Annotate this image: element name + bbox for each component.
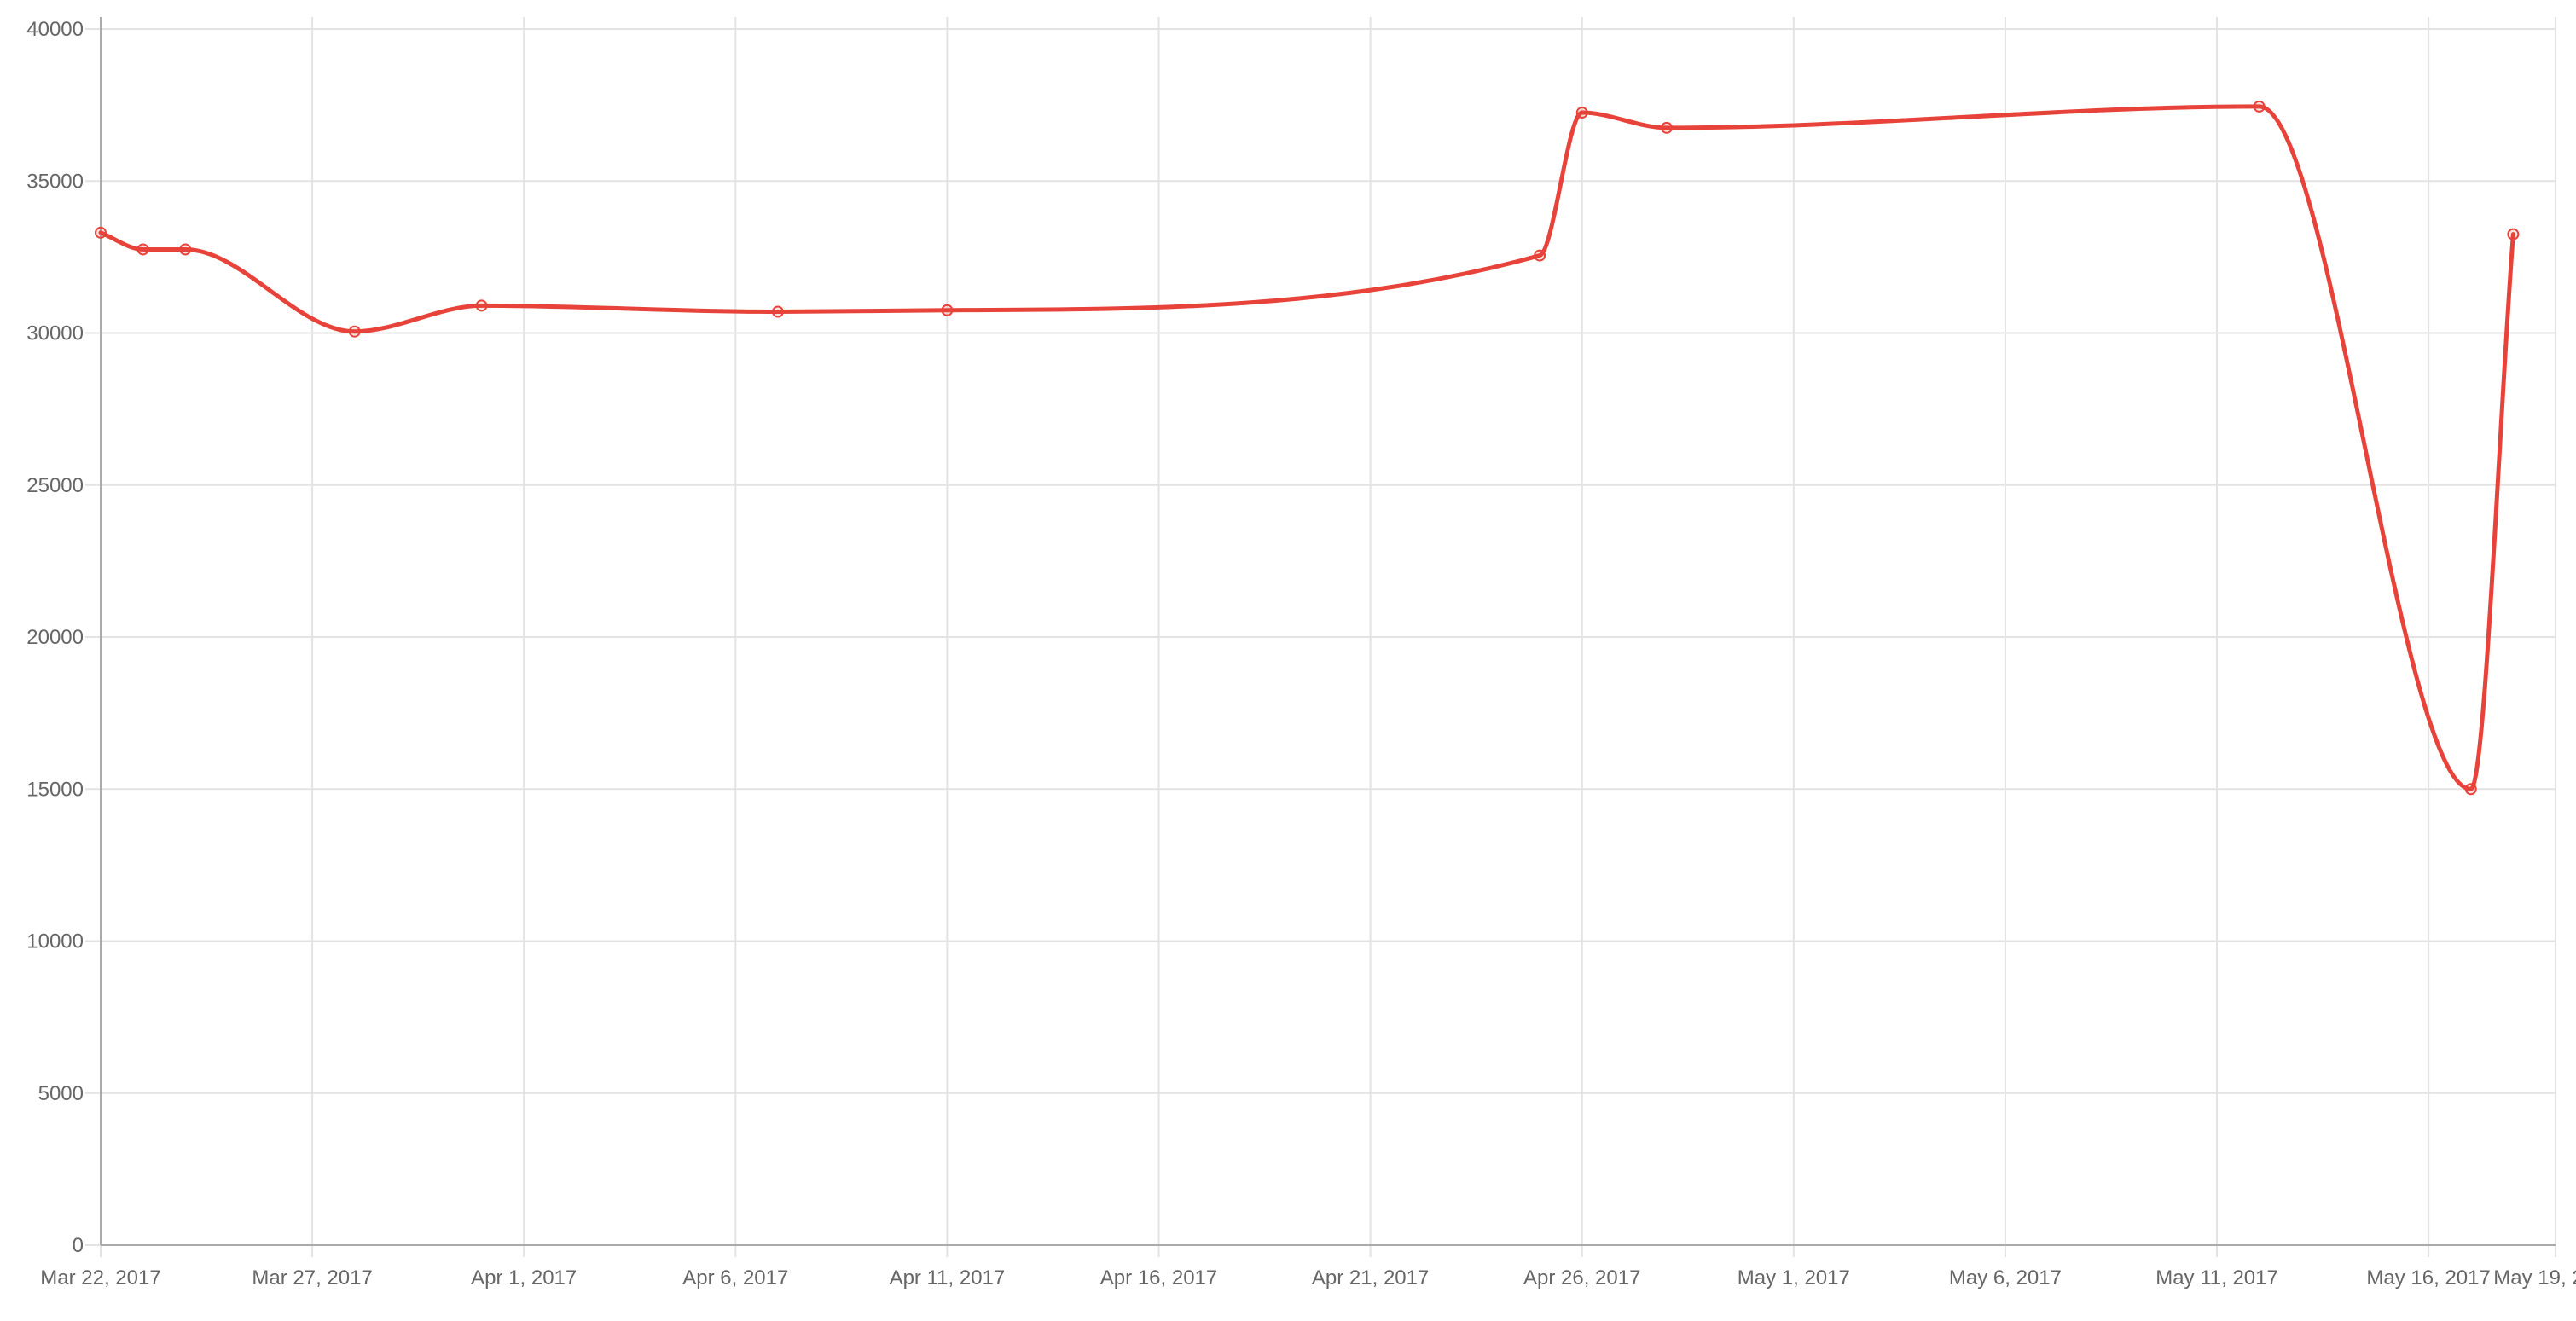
- tick-labels: 0 5000 10000 15000 20000 25000 30000 35000 40000…: [26, 18, 2576, 1289]
- data-point[interactable]: [475, 299, 488, 312]
- x-tick-label: Apr 6, 2017: [682, 1266, 788, 1289]
- x-tick-label: May 19, 2017: [2493, 1266, 2576, 1289]
- data-point[interactable]: [179, 243, 192, 256]
- y-tick-label: 5000: [38, 1082, 84, 1105]
- data-points: [95, 100, 2520, 796]
- x-tick-label: Mar 27, 2017: [252, 1266, 372, 1289]
- series-line: [98, 104, 2515, 791]
- y-tick-label: 0: [73, 1234, 84, 1257]
- x-tick-label: May 1, 2017: [1738, 1266, 1850, 1289]
- data-point[interactable]: [2253, 100, 2266, 113]
- y-tick-label: 40000: [26, 18, 84, 41]
- y-tick-label: 35000: [26, 170, 84, 193]
- y-tick-label: 30000: [26, 322, 84, 345]
- data-point[interactable]: [2464, 783, 2477, 796]
- y-tick-label: 10000: [26, 930, 84, 953]
- data-point[interactable]: [771, 305, 784, 318]
- data-point[interactable]: [95, 226, 107, 239]
- y-tick-label: 15000: [26, 778, 84, 801]
- data-point[interactable]: [1534, 249, 1546, 262]
- x-tick-label: Apr 16, 2017: [1100, 1266, 1217, 1289]
- x-tick-label: May 6, 2017: [1949, 1266, 2062, 1289]
- series-layer: [98, 104, 2515, 791]
- x-tick-label: Apr 21, 2017: [1312, 1266, 1429, 1289]
- y-tick-label: 20000: [26, 626, 84, 649]
- data-point[interactable]: [2507, 228, 2520, 240]
- x-tick-label: Apr 1, 2017: [471, 1266, 577, 1289]
- y-tick-label: 25000: [26, 474, 84, 497]
- grid-lines: [85, 17, 2556, 1257]
- x-tick-label: May 11, 2017: [2155, 1266, 2278, 1289]
- data-point[interactable]: [1660, 121, 1673, 134]
- x-tick-label: May 16, 2017: [2366, 1266, 2490, 1289]
- x-tick-label: Apr 11, 2017: [890, 1266, 1006, 1289]
- x-tick-label: Apr 26, 2017: [1523, 1266, 1640, 1289]
- data-point[interactable]: [941, 304, 954, 316]
- x-tick-label: Mar 22, 2017: [40, 1266, 160, 1289]
- data-point[interactable]: [1575, 107, 1588, 119]
- data-point[interactable]: [348, 325, 361, 338]
- axes: [100, 17, 2556, 1246]
- data-point[interactable]: [136, 243, 149, 256]
